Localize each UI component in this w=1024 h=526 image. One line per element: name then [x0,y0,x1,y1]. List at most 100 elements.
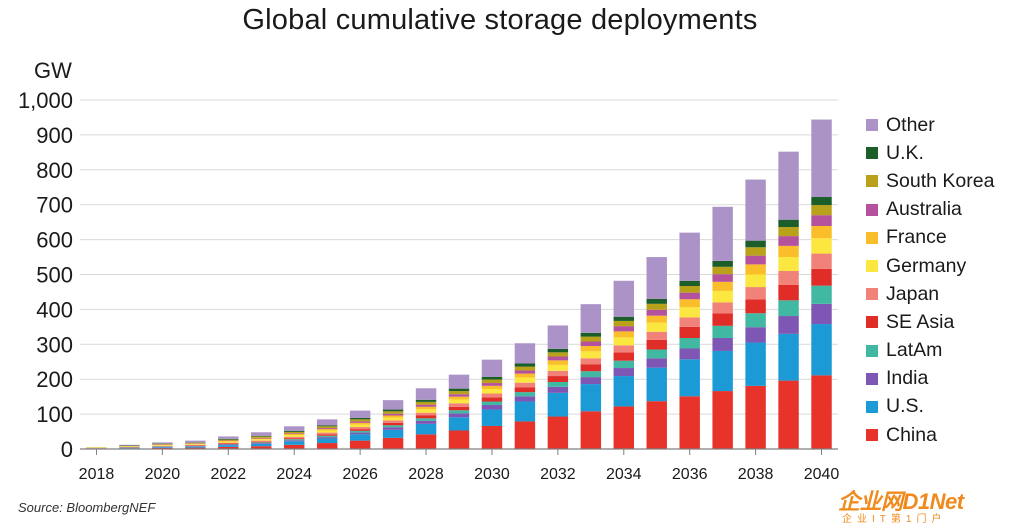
bar-segment-france [745,264,766,275]
bar-segment-germany [349,424,371,428]
bar-segment-south-korea [679,286,700,293]
bar-segment-japan [218,442,239,444]
x-tick-label: 2020 [145,466,181,483]
bar-segment-france [811,225,832,239]
bar-segment-france [514,373,536,378]
bar-segment-india [514,396,536,402]
bar-segment-germany [415,409,437,413]
legend-label: Japan [886,282,940,305]
legend-swatch [866,344,878,357]
bar-segment-china [613,406,634,449]
bar-segment-se-asia [547,376,569,382]
bar-segment-india [811,303,832,325]
bar-segment-japan [185,444,206,446]
x-tick-label: 2040 [804,466,840,483]
legend-item: Japan [866,280,994,308]
bar-segment-se-asia [415,415,437,419]
bar-segment-china [547,416,569,449]
legend-label: Other [886,113,935,136]
bar-segment-other [251,432,272,436]
bar-segment-u-s- [316,438,338,444]
legend-item: Germany [866,252,994,280]
bar-segment-u-s- [415,423,437,435]
legend-label: Australia [886,198,962,221]
bar-segment-u-k- [811,197,832,206]
bar-segment-germany [316,430,338,433]
chart-title: Global cumulative storage deployments [242,4,758,36]
watermark-logo: 企业网D1Net 企业IT第1门户 [838,484,1020,525]
bar-segment-france [382,415,404,418]
legend-swatch [866,288,878,301]
bar-segment-other [646,257,667,299]
bar-segment-france [284,433,305,436]
bar-segment-se-asia [745,299,766,314]
bar-segment-u-s- [745,342,766,386]
y-tick-label: 900 [36,123,73,148]
bar-segment-germany [613,337,634,346]
bar-segment-germany [448,399,470,404]
y-tick-label: 500 [36,263,73,288]
legend-swatch [866,175,878,188]
bar-segment-australia [646,309,667,316]
watermark-sub-text: 企业IT第1门户 [842,514,947,525]
bar-segment-latam [745,313,766,328]
bar-segment-other [580,304,602,333]
bar-segment-china [646,401,667,449]
bar-segment-germany [185,444,206,445]
legend-item: LatAm [866,337,994,365]
bar-segment-u-s- [382,429,404,438]
legend-swatch [866,119,878,132]
bar-segment-u-s- [712,350,733,392]
bar-segment-south-korea [349,419,371,422]
bar-segment-other [679,232,700,281]
legend-label: U.S. [886,395,924,418]
bar-segment-other [745,179,766,241]
legend-label: South Korea [886,169,995,192]
bar-segment-latam [613,360,634,369]
bar-segment-se-asia [580,364,602,372]
bar-segment-latam [349,430,371,433]
bar-segment-se-asia [218,443,239,445]
bar-segment-latam [679,338,700,349]
y-axis-unit: GW [34,58,72,83]
bar-segment-china [251,446,272,449]
bar-segment-se-asia [481,397,503,402]
bar-segment-other [514,343,536,364]
bar-segment-other [712,206,733,261]
bar-segment-france [547,360,569,365]
bar-segment-other [382,400,404,410]
y-tick-label: 200 [36,367,73,392]
bar-segment-other [448,374,470,389]
bar-segment-japan [481,393,503,398]
bar-segment-other [284,426,305,431]
bar-segment-other [481,359,503,377]
bar-segment-u-k- [745,240,766,248]
x-tick-label: 2030 [474,466,510,483]
bar-segment-u-s- [152,447,173,448]
bar-segment-india [580,377,602,385]
bar-segment-se-asia [778,284,799,301]
bar-segment-latam [415,418,437,421]
bar-segment-latam [778,300,799,317]
bar-segment-south-korea [778,227,799,237]
x-tick-label: 2026 [342,466,378,483]
bar-segment-australia [284,433,305,434]
bar-segment-latam [811,285,832,304]
bar-segment-u-s- [547,392,569,417]
source-note: Source: BloombergNEF [18,500,156,515]
legend-swatch [866,400,878,413]
y-tick-label: 300 [36,332,73,357]
bar-segment-latam [481,401,503,406]
bar-segment-latam [580,371,602,378]
bar-segment-germany [679,307,700,318]
bar-segment-se-asia [251,441,272,443]
bar-segment-south-korea [514,366,536,371]
bar-segment-china [580,411,602,449]
bar-segment-south-korea [382,411,404,414]
bar-segment-germany [712,290,733,303]
bar-segment-germany [646,322,667,332]
bar-segment-australia [251,437,272,439]
bar-segment-india [316,437,338,439]
bar-segment-u-k- [613,316,634,321]
